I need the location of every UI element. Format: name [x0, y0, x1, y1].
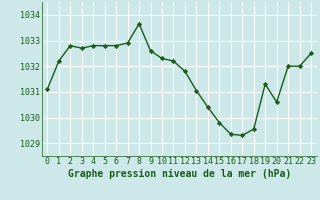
X-axis label: Graphe pression niveau de la mer (hPa): Graphe pression niveau de la mer (hPa) — [68, 169, 291, 179]
